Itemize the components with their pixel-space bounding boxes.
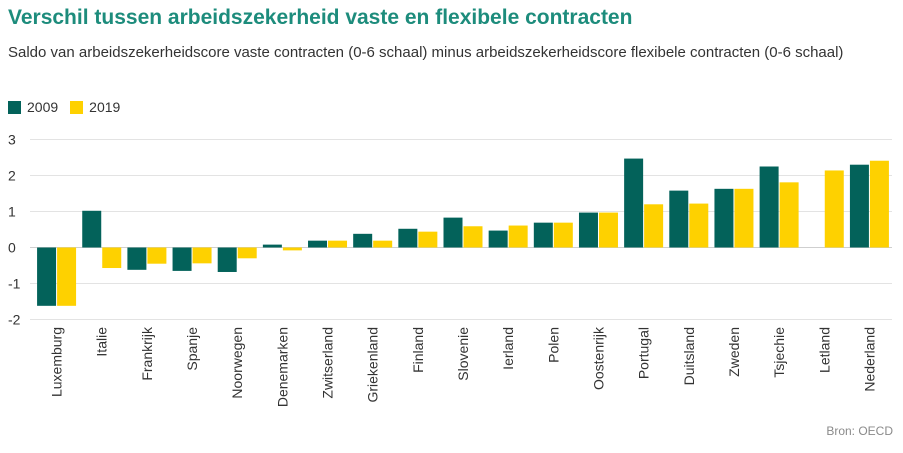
y-tick-label: 2 xyxy=(8,168,16,184)
x-tick-label: Ierland xyxy=(500,327,516,370)
y-tick-label: 1 xyxy=(8,204,16,220)
y-tick-label: 0 xyxy=(8,240,16,256)
bar-2019-nederland xyxy=(869,160,889,248)
bar-2019-ierland xyxy=(508,225,528,248)
bar-2009-slovenie xyxy=(443,217,463,248)
bar-2009-zwitserland xyxy=(308,240,328,248)
chart-title: Verschil tussen arbeidszekerheid vaste e… xyxy=(8,6,633,29)
y-tick-label: -2 xyxy=(8,312,21,328)
bar-2009-denemarken xyxy=(262,244,282,248)
x-tick-label: Luxemburg xyxy=(49,327,65,397)
bar-2019-oostenrijk xyxy=(598,212,618,248)
bar-2019-slovenie xyxy=(463,226,483,248)
bar-2009-tsjechie xyxy=(759,166,779,248)
bar-2019-italie xyxy=(102,247,122,269)
x-tick-label: Tsjechie xyxy=(771,327,787,378)
chart-subtitle: Saldo van arbeidszekerheidscore vaste co… xyxy=(8,44,844,61)
x-tick-label: Denemarken xyxy=(274,327,290,407)
bar-2019-duitsland xyxy=(689,203,709,248)
x-tick-label: Zweden xyxy=(726,327,742,377)
bar-2019-finland xyxy=(418,231,438,248)
bar-2009-ierland xyxy=(488,230,508,248)
legend-item-2009: 2009 xyxy=(8,99,58,115)
x-tick-label: Portugal xyxy=(636,327,652,379)
bar-2009-duitsland xyxy=(669,190,689,248)
bar-2009-spanje xyxy=(172,247,192,271)
y-tick-label: 3 xyxy=(8,132,16,148)
bar-2019-noorwegen xyxy=(237,247,257,259)
x-tick-label: Finland xyxy=(410,327,426,373)
y-tick-label: -1 xyxy=(8,276,21,292)
bar-2009-luxemburg xyxy=(37,247,57,306)
source-note: Bron: OECD xyxy=(826,424,893,438)
bar-2009-frankrijk xyxy=(127,247,147,270)
bar-2019-frankrijk xyxy=(147,247,167,264)
bar-2019-portugal xyxy=(644,204,664,248)
x-tick-label: Slovenie xyxy=(455,327,471,381)
bar-2019-spanje xyxy=(192,247,212,264)
bar-2009-portugal xyxy=(624,158,644,248)
legend-label-2019: 2019 xyxy=(89,99,121,115)
legend-label-2009: 2009 xyxy=(27,99,59,115)
bar-2009-oostenrijk xyxy=(578,212,598,248)
bar-2009-noorwegen xyxy=(217,247,237,272)
bar-2019-zweden xyxy=(734,188,754,248)
x-tick-label: Spanje xyxy=(184,327,200,371)
bar-2019-tsjechie xyxy=(779,182,799,248)
bar-2019-letland xyxy=(824,170,844,248)
bar-2019-denemarken xyxy=(282,247,302,251)
bar-2019-griekenland xyxy=(373,240,393,248)
legend-swatch-2019 xyxy=(70,100,84,114)
bar-2009-griekenland xyxy=(353,233,373,248)
x-tick-label: Polen xyxy=(545,327,561,363)
legend-item-2019: 2019 xyxy=(70,99,120,115)
x-tick-label: Italie xyxy=(94,327,110,357)
bar-2019-zwitserland xyxy=(328,240,348,248)
legend: 2009 2019 xyxy=(8,99,132,115)
x-tick-label: Letland xyxy=(816,327,832,373)
x-tick-label: Oostenrijk xyxy=(590,326,606,390)
x-tick-label: Griekenland xyxy=(365,327,381,403)
bar-2009-finland xyxy=(398,228,418,248)
bar-2009-nederland xyxy=(849,164,869,248)
bar-2019-luxemburg xyxy=(57,247,77,306)
x-tick-label: Frankrijk xyxy=(139,326,155,381)
bar-2009-zweden xyxy=(714,188,734,248)
bar-2009-italie xyxy=(82,210,102,248)
x-tick-label: Noorwegen xyxy=(229,327,245,399)
x-tick-label: Nederland xyxy=(861,327,877,392)
x-tick-label: Duitsland xyxy=(681,327,697,385)
bar-2009-polen xyxy=(533,222,553,248)
x-tick-label: Zwitserland xyxy=(320,327,336,399)
legend-swatch-2009 xyxy=(8,100,21,114)
bar-2019-polen xyxy=(553,222,573,248)
